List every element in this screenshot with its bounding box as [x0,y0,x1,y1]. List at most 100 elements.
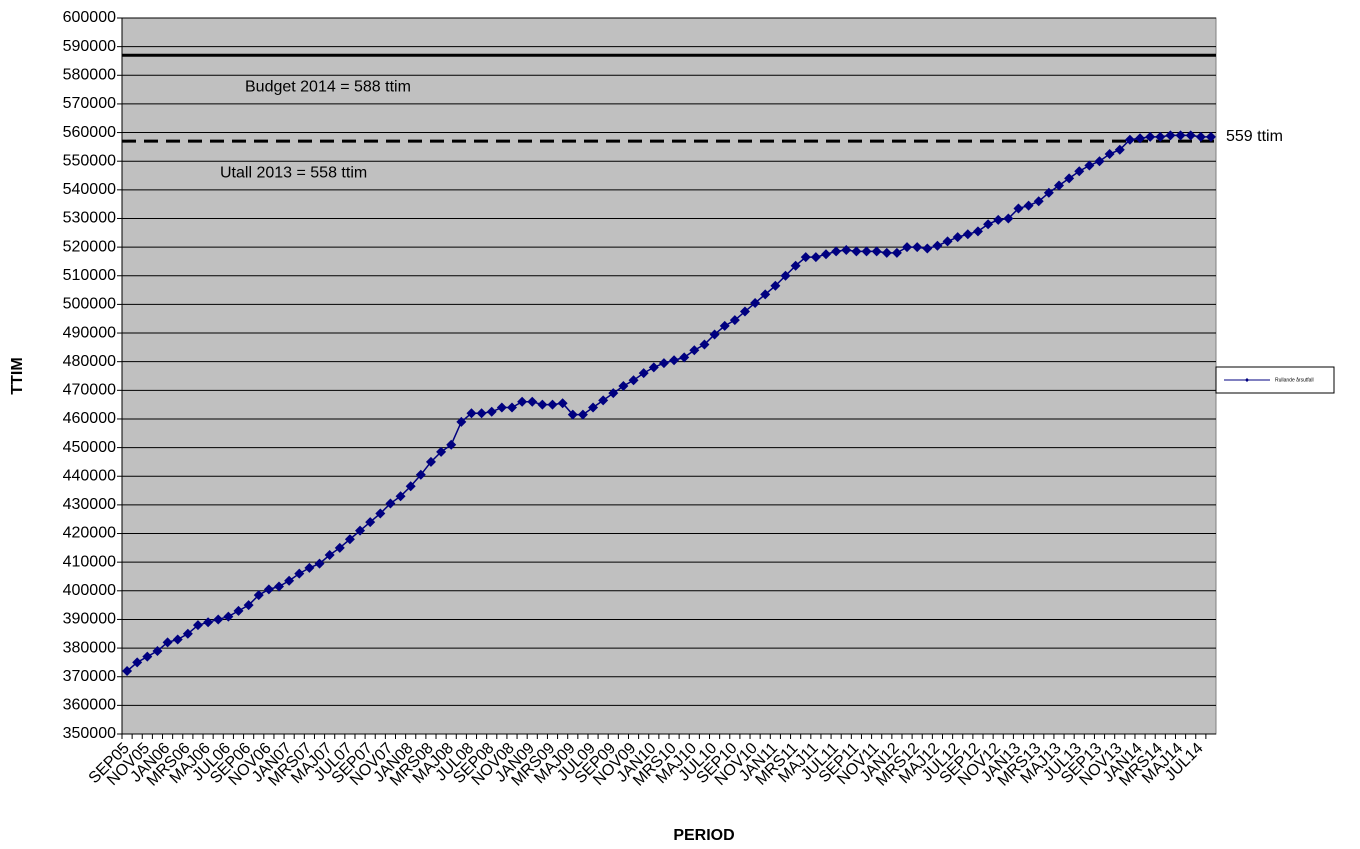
data-point [294,568,305,579]
y-tick-label: 580000 [63,66,116,83]
y-tick-label: 520000 [63,238,116,255]
data-point [861,246,872,257]
data-point [608,388,619,399]
data-point [243,600,254,611]
y-tick-label: 450000 [63,439,116,456]
y-tick-label: 530000 [63,210,116,227]
data-point [729,315,740,326]
data-point [476,408,487,419]
y-tick-label: 490000 [63,324,116,341]
data-point [1205,131,1216,142]
y-tick-label: 500000 [63,296,116,313]
data-point [567,409,578,420]
data-point [942,236,953,247]
data-point [456,416,467,427]
data-point [689,345,700,356]
y-tick-label: 570000 [63,95,116,112]
data-point [436,446,447,457]
data-point [1064,173,1075,184]
y-tick-label: 410000 [63,553,116,570]
y-tick-label: 400000 [63,582,116,599]
data-point [1094,156,1105,167]
data-point [203,617,214,628]
data-point [932,240,943,251]
y-tick-label: 470000 [63,382,116,399]
data-point [1023,200,1034,211]
data-point [1114,144,1125,155]
y-tick-label: 370000 [63,668,116,685]
y-tick-label: 510000 [63,267,116,284]
data-point [912,242,923,253]
data-point [881,247,892,258]
data-point [699,339,710,350]
data-point [1033,196,1044,207]
legend-marker [1245,378,1249,382]
data-point [1084,160,1095,171]
data-point [263,584,274,595]
data-point [739,306,750,317]
plot-area [121,17,1217,735]
y-tick-label: 600000 [63,9,116,26]
data-point [922,243,933,254]
data-point [506,402,517,413]
data-point [831,246,842,257]
y-tick-label: 590000 [63,38,116,55]
data-point [122,665,133,676]
data-point [780,270,791,281]
data-point [871,246,882,257]
y-tick-label: 550000 [63,152,116,169]
data-point [1165,130,1176,141]
data-point [557,398,568,409]
data-point [446,439,457,450]
data-point [770,280,781,291]
data-point [304,562,315,573]
data-point [486,406,497,417]
data-point [375,508,386,519]
data-point [972,226,983,237]
data-point [669,355,680,366]
data-point [466,408,477,419]
y-tick-label: 430000 [63,496,116,513]
data-point [496,402,507,413]
data-point [598,395,609,406]
y-tick-label: 440000 [63,467,116,484]
data-point [577,409,588,420]
data-point [821,249,832,260]
data-point [162,637,173,648]
data-point [365,517,376,528]
data-point [517,396,528,407]
data-point [274,581,285,592]
data-point [213,614,224,625]
data-point [1003,213,1014,224]
y-tick-label: 460000 [63,410,116,427]
data-point [537,399,548,410]
data-point [790,260,801,271]
data-point [253,590,264,601]
data-point [344,534,355,545]
data-point [314,558,325,569]
data-point [415,469,426,480]
data-point [425,456,436,467]
data-point [405,481,416,492]
data-point [658,358,669,369]
data-point [192,620,203,631]
data-point [810,252,821,263]
data-point [709,329,720,340]
data-point [1195,131,1206,142]
y-tick-label: 420000 [63,525,116,542]
data-point [1175,130,1186,141]
data-point [1074,166,1085,177]
data-point [132,657,143,668]
data-point [1053,180,1064,191]
y-tick-label: 390000 [63,611,116,628]
data-point [952,232,963,243]
data-point [891,247,902,258]
y-tick-label: 560000 [63,124,116,141]
y-tick-label: 360000 [63,697,116,714]
data-point [679,352,690,363]
data-point [324,550,335,560]
y-tick-label: 540000 [63,181,116,198]
data-point [152,645,163,656]
data-point [233,605,244,616]
